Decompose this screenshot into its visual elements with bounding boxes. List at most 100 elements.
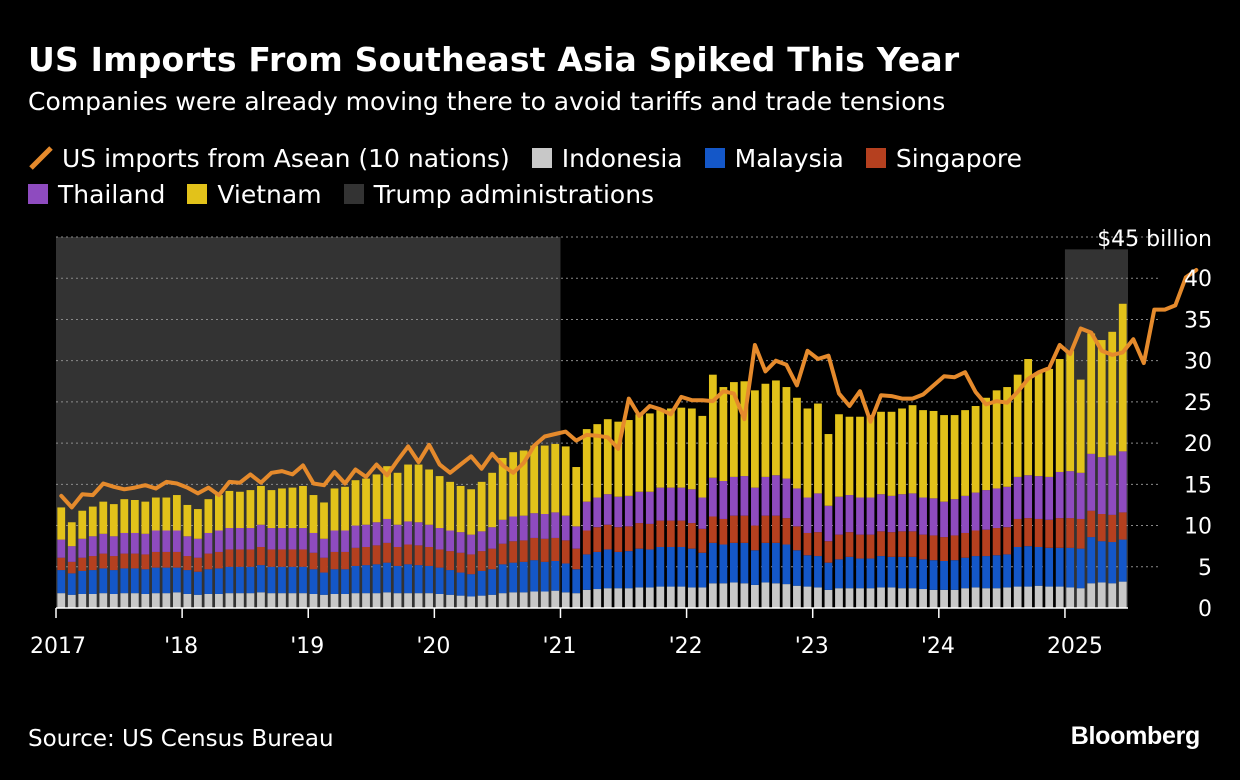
bar-thailand-85: [950, 499, 959, 536]
bar-thailand-39: [467, 534, 476, 555]
bar-vietnam-58: [666, 408, 675, 488]
legend-item-thailand: Thailand: [28, 180, 165, 209]
trump-shade-2: [1064, 249, 1128, 608]
bar-malaysia-23: [299, 566, 307, 594]
bar-vietnam-9: [151, 497, 160, 531]
bar-vietnam-69: [782, 387, 791, 479]
bar-thailand-78: [877, 494, 885, 532]
bar-singapore-66: [751, 525, 759, 551]
bar-vietnam-50: [582, 429, 591, 502]
bar-indonesia-33: [404, 593, 412, 608]
bar-vietnam-13: [193, 509, 202, 539]
bar-vietnam-4: [99, 501, 108, 534]
bar-singapore-6: [120, 553, 129, 569]
bar-indonesia-78: [877, 587, 885, 608]
bar-singapore-96: [1066, 518, 1075, 548]
bar-thailand-68: [772, 475, 780, 516]
bar-singapore-62: [708, 516, 717, 543]
bar-singapore-31: [383, 542, 391, 563]
bar-indonesia-12: [183, 593, 192, 608]
legend-item-trump: Trump administrations: [343, 180, 654, 209]
bar-malaysia-52: [603, 549, 612, 589]
bar-thailand-7: [130, 532, 139, 554]
bar-thailand-69: [782, 478, 791, 519]
bar-thailand-35: [425, 524, 433, 547]
bar-malaysia-17: [236, 566, 244, 594]
bar-thailand-43: [509, 516, 518, 542]
bar-thailand-70: [793, 488, 801, 527]
x-tick-label-2: '19: [290, 634, 324, 659]
y-tick-label-25: 25: [1184, 391, 1212, 416]
bar-singapore-38: [456, 552, 465, 573]
bar-thailand-79: [887, 495, 896, 533]
bar-indonesia-62: [708, 583, 717, 608]
bar-singapore-41: [488, 548, 497, 570]
chart-subtitle: Companies were already moving there to a…: [28, 87, 946, 116]
bar-malaysia-45: [530, 560, 539, 592]
legend-item-singapore: Singapore: [865, 144, 1022, 173]
bar-indonesia-42: [498, 593, 507, 608]
bar-vietnam-94: [1045, 368, 1054, 477]
bar-indonesia-27: [341, 593, 349, 608]
bar-vietnam-65: [740, 381, 749, 477]
bar-malaysia-65: [740, 542, 749, 584]
bar-vietnam-35: [425, 469, 433, 525]
bar-thailand-44: [519, 515, 528, 541]
bar-malaysia-51: [593, 551, 602, 590]
bar-indonesia-54: [624, 588, 633, 608]
bar-malaysia-19: [257, 565, 265, 593]
bar-singapore-94: [1045, 519, 1054, 548]
bar-vietnam-67: [761, 383, 770, 477]
bar-vietnam-60: [687, 408, 696, 490]
bar-vietnam-57: [656, 408, 665, 488]
bar-thailand-33: [404, 521, 412, 545]
bar-indonesia-72: [814, 587, 822, 608]
bar-thailand-10: [162, 530, 171, 552]
bar-vietnam-48: [561, 446, 570, 516]
bar-thailand-71: [803, 497, 812, 533]
source-note: Source: US Census Bureau: [28, 726, 334, 752]
bar-indonesia-66: [751, 584, 759, 608]
bar-vietnam-38: [456, 485, 465, 533]
bar-malaysia-2: [78, 570, 87, 594]
bar-singapore-54: [624, 526, 633, 552]
bar-thailand-62: [708, 477, 717, 517]
bar-indonesia-101: [1118, 581, 1127, 608]
bar-singapore-26: [330, 551, 339, 570]
bar-thailand-58: [666, 487, 675, 521]
bloomberg-logo: Bloomberg: [1070, 722, 1201, 750]
bar-layer: [57, 303, 1127, 608]
bar-vietnam-90: [1003, 387, 1012, 487]
bar-indonesia-81: [908, 588, 917, 608]
bar-indonesia-3: [88, 593, 97, 608]
bar-singapore-65: [740, 515, 749, 543]
bar-indonesia-60: [687, 587, 696, 608]
x-tick-label-0: 2017: [30, 634, 86, 659]
bar-malaysia-93: [1034, 546, 1043, 586]
bar-indonesia-87: [971, 587, 980, 608]
bar-vietnam-71: [803, 408, 812, 498]
bar-malaysia-31: [383, 562, 391, 593]
bar-singapore-15: [215, 551, 223, 569]
bar-malaysia-97: [1076, 548, 1085, 589]
bar-thailand-46: [540, 514, 549, 539]
bar-indonesia-41: [488, 594, 497, 608]
bar-thailand-60: [687, 489, 696, 524]
bar-singapore-50: [582, 530, 591, 555]
bar-malaysia-66: [751, 550, 759, 585]
bar-malaysia-32: [393, 565, 402, 594]
bar-thailand-89: [992, 488, 1001, 529]
bar-malaysia-16: [225, 566, 234, 594]
bar-vietnam-98: [1087, 333, 1096, 454]
bar-vietnam-0: [57, 507, 66, 540]
bar-indonesia-29: [362, 593, 370, 608]
legend-item-vietnam: Vietnam: [187, 180, 322, 209]
bar-thailand-48: [561, 515, 570, 541]
bar-vietnam-70: [793, 397, 801, 489]
bar-singapore-52: [603, 524, 612, 550]
bar-thailand-27: [341, 530, 349, 552]
bar-thailand-51: [593, 497, 602, 528]
bar-vietnam-44: [519, 450, 528, 516]
bar-thailand-3: [88, 536, 97, 557]
bar-malaysia-24: [309, 569, 318, 594]
